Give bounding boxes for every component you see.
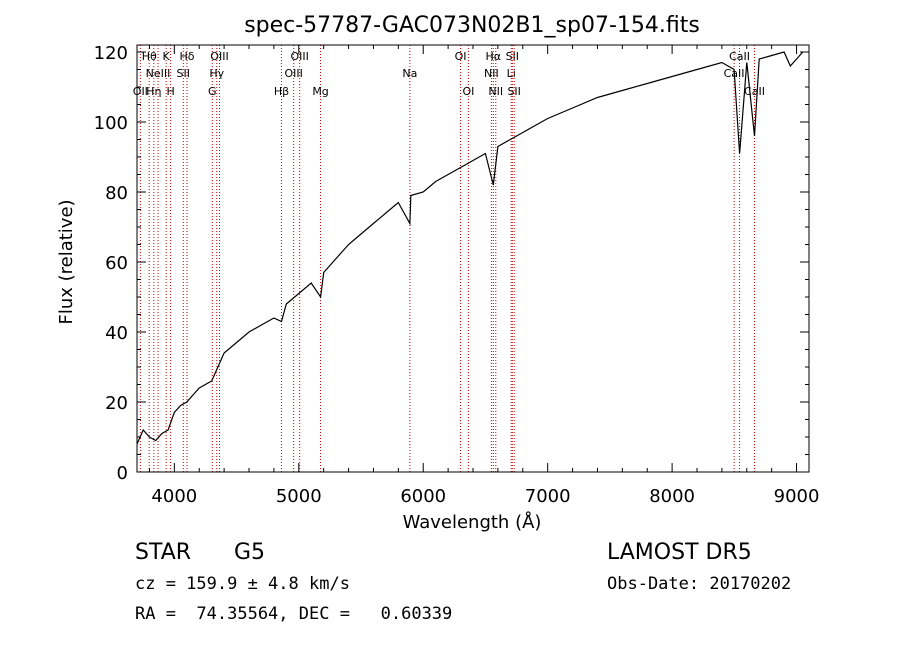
x-tick-label: 7000 (525, 486, 571, 507)
line-marker-label: NeIII (146, 67, 171, 80)
line-marker-label: Hβ (274, 85, 289, 98)
x-axis-label: Wavelength (Å) (403, 511, 542, 533)
y-tick-label: 0 (117, 463, 128, 484)
y-tick-label: 80 (105, 183, 128, 204)
line-marker-label: NII (484, 67, 499, 80)
coordinates: RA = 74.35564, DEC = 0.60339 (135, 604, 453, 624)
line-marker-label: Hη (146, 85, 161, 98)
line-marker-label: Hδ (180, 50, 195, 63)
y-tick-label: 100 (94, 113, 128, 134)
line-marker-label: Hθ (142, 50, 157, 63)
spectral-line-markers (139, 45, 755, 472)
y-tick-label: 40 (105, 323, 128, 344)
line-marker-label: OI (455, 50, 467, 63)
y-axis-ticks: 0 20 40 60 80 100 120 (94, 43, 809, 484)
line-marker-label: H (166, 85, 174, 98)
x-tick-label: 9000 (774, 486, 820, 507)
line-marker-label: OIII (210, 50, 228, 63)
line-marker-label: NII (488, 85, 503, 98)
y-tick-label: 20 (105, 393, 128, 414)
line-marker-label: Li (507, 67, 516, 80)
spectral-line-labels: OIIHθHηNeIIIKHSIIHδGHγOIIIHβOIIIOIIIMgNa… (133, 50, 765, 98)
line-marker-label: Hα (486, 50, 502, 63)
x-axis-ticks: 4000 5000 6000 7000 8000 9000 (148, 45, 820, 507)
line-marker-label: SII (507, 85, 520, 98)
line-marker-label: OI (462, 85, 474, 98)
obs-date: Obs-Date: 20170202 (607, 574, 792, 594)
x-tick-label: 8000 (649, 486, 695, 507)
y-tick-label: 120 (94, 43, 128, 64)
line-marker-label: Na (402, 67, 417, 80)
line-marker-label: G (208, 85, 217, 98)
line-marker-label: Mg (312, 85, 328, 98)
plot-frame (136, 44, 810, 473)
y-axis-label: Flux (relative) (56, 199, 77, 324)
line-marker-label: SII (506, 50, 519, 63)
subclass: G5 (234, 540, 266, 565)
x-tick-label: 4000 (151, 486, 197, 507)
redshift-text: cz = 159.9 ± 4.8 km/s (135, 574, 350, 594)
line-marker-label: OIII (290, 50, 308, 63)
x-tick-label: 5000 (276, 486, 322, 507)
line-marker-label: CaII (729, 50, 750, 63)
line-marker-label: Hγ (209, 67, 224, 80)
spectrum-line (136, 51, 804, 445)
line-marker-label: SII (177, 67, 190, 80)
x-tick-label: 6000 (400, 486, 446, 507)
line-marker-label: K (163, 50, 171, 63)
y-tick-label: 60 (105, 253, 128, 274)
object-class: STAR (135, 540, 192, 565)
chart-title: spec-57787-GAC073N02B1_sp07-154.fits (244, 13, 700, 38)
survey-label: LAMOST DR5 (607, 540, 752, 565)
line-marker-label: CaII (744, 85, 765, 98)
line-marker-label: OIII (284, 67, 302, 80)
